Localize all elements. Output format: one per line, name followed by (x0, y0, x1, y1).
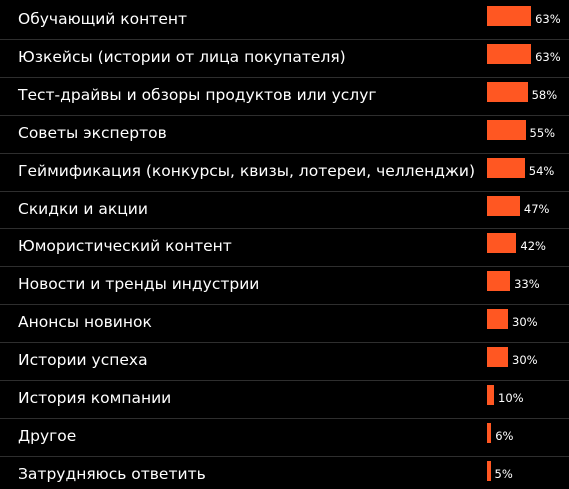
category-label: Советы экспертов (18, 123, 167, 142)
category-label: Обучающий контент (18, 10, 188, 28)
category-label: Другое (18, 426, 77, 445)
bar (487, 271, 511, 292)
value-label: 10% (498, 391, 524, 405)
value-label: 63% (535, 49, 561, 64)
chart-row: История компании 10% (0, 381, 569, 413)
value-label: 47% (523, 201, 550, 216)
value-label: 63% (535, 12, 561, 26)
row-divider (0, 455, 569, 457)
value-label: 33% (514, 277, 540, 292)
bar (487, 157, 525, 178)
row-divider (0, 417, 569, 419)
value-label: 6% (495, 428, 514, 443)
bar (487, 460, 491, 481)
bar (487, 119, 526, 140)
row-divider (0, 304, 569, 306)
row-divider (0, 342, 569, 344)
value-label: 54% (528, 163, 555, 178)
chart-row: Геймификация (конкурсы, квизы, лотереи, … (0, 154, 569, 186)
bar (487, 422, 492, 443)
value-label: 42% (520, 239, 546, 254)
category-label: Юзкейсы (истории от лица покупателя) (18, 47, 346, 66)
row-divider (0, 76, 569, 78)
bar (487, 81, 528, 102)
category-label: Геймификация (конкурсы, квизы, лотереи, … (18, 161, 476, 180)
value-label: 30% (512, 315, 538, 330)
chart-row: Юзкейсы (истории от лица покупателя) 63% (0, 40, 569, 72)
value-label: 58% (531, 87, 558, 102)
category-label: Юмористический контент (18, 237, 232, 256)
value-label: 5% (494, 466, 513, 481)
row-divider (0, 266, 569, 268)
bar (487, 347, 508, 368)
row-divider (0, 152, 569, 154)
category-label: Скидки и акции (18, 199, 148, 218)
bar (487, 233, 517, 254)
category-label: Тест-драйвы и обзоры продуктов или услуг (18, 85, 377, 104)
chart-row: Затрудняюсь ответить 5% (0, 457, 569, 489)
bar (487, 385, 494, 405)
bar (487, 43, 532, 64)
row-divider (0, 38, 569, 40)
chart-row: Обучающий контент 63% (0, 2, 569, 34)
row-divider (0, 190, 569, 192)
chart-row: Тест-драйвы и обзоры продуктов или услуг… (0, 78, 569, 110)
category-label: Истории успеха (18, 351, 148, 370)
value-label: 55% (529, 125, 556, 140)
category-label: Затрудняюсь ответить (18, 464, 206, 483)
chart-row: Истории успеха 30% (0, 343, 569, 375)
category-label: Новости и тренды индустрии (18, 275, 260, 294)
chart-row: Анонсы новинок 30% (0, 305, 569, 337)
row-divider (0, 228, 569, 230)
category-label: Анонсы новинок (18, 313, 152, 332)
row-divider (0, 114, 569, 116)
chart-row: Юмористический контент 42% (0, 229, 569, 261)
chart-row: Другое 6% (0, 419, 569, 451)
bar (487, 309, 508, 330)
chart-row: Советы экспертов 55% (0, 116, 569, 148)
value-label: 30% (512, 353, 538, 368)
chart-row: Скидки и акции 47% (0, 192, 569, 224)
category-label: История компании (18, 389, 172, 407)
chart-row: Новости и тренды индустрии 33% (0, 267, 569, 299)
row-divider (0, 380, 569, 381)
bar (487, 6, 532, 26)
bar (487, 195, 520, 216)
